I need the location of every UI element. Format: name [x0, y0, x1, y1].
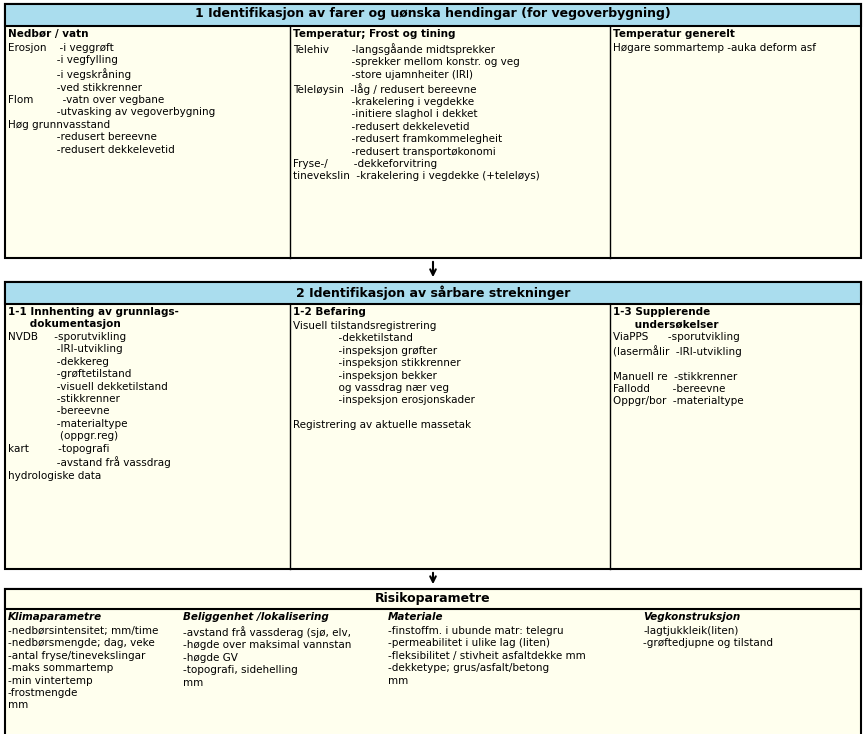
- Text: Risikoparametre: Risikoparametre: [375, 592, 491, 605]
- Bar: [5, 4, 861, 26]
- Text: Erosjon    -i veggrøft
               -i vegfylling
               -i vegskrånin: Erosjon -i veggrøft -i vegfylling -i veg…: [8, 43, 216, 155]
- Text: -lagtjukkleik(liten)
-grøftedjupne og tilstand: -lagtjukkleik(liten) -grøftedjupne og ti…: [643, 626, 773, 648]
- Text: ViaPPS      -sporutvikling
(lasermålir  -IRI-utvikling

Manuell re  -stikkrenner: ViaPPS -sporutvikling (lasermålir -IRI-u…: [613, 332, 744, 407]
- Bar: [5, 282, 861, 304]
- Bar: [5, 282, 861, 569]
- Text: Klimaparametre: Klimaparametre: [8, 612, 102, 622]
- Text: -avstand frå vassderag (sjø, elv,
-høgde over maksimal vannstan
-høgde GV
-topog: -avstand frå vassderag (sjø, elv, -høgde…: [183, 626, 352, 688]
- Text: -finstoffm. i ubunde matr: telegru
-permeabilitet i ulike lag (liten)
-fleksibil: -finstoffm. i ubunde matr: telegru -perm…: [388, 626, 585, 686]
- Text: Høgare sommartemp -auka deform asf: Høgare sommartemp -auka deform asf: [613, 43, 816, 53]
- Text: Nedbør / vatn: Nedbør / vatn: [8, 29, 88, 39]
- Text: 2 Identifikasjon av sårbare strekninger: 2 Identifikasjon av sårbare strekninger: [296, 285, 570, 299]
- Text: -nedbørsintensitet; mm/time
-nedbørsmengde; dag, veke
-antal fryse/tinevekslinga: -nedbørsintensitet; mm/time -nedbørsmeng…: [8, 626, 158, 711]
- Text: Temperatur; Frost og tining: Temperatur; Frost og tining: [293, 29, 456, 39]
- Text: NVDB     -sporutvikling
               -IRI-utvikling
               -dekkereg
 : NVDB -sporutvikling -IRI-utvikling -dekk…: [8, 332, 171, 481]
- Text: Visuell tilstandsregistrering
              -dekketilstand
              -inspek: Visuell tilstandsregistrering -dekketils…: [293, 321, 475, 430]
- Text: 1-3 Supplerende
      undersøkelser: 1-3 Supplerende undersøkelser: [613, 307, 719, 330]
- Text: 1 Identifikasjon av farer og uønska hendingar (for vegoverbygning): 1 Identifikasjon av farer og uønska hend…: [195, 7, 671, 20]
- Text: Temperatur generelt: Temperatur generelt: [613, 29, 735, 39]
- Text: Materiale: Materiale: [388, 612, 443, 622]
- Bar: [5, 589, 861, 609]
- Bar: [5, 589, 861, 734]
- Bar: [5, 4, 861, 258]
- Text: 1-1 Innhenting av grunnlags-
      dokumentasjon: 1-1 Innhenting av grunnlags- dokumentasj…: [8, 307, 179, 330]
- Text: Vegkonstruksjon: Vegkonstruksjon: [643, 612, 740, 622]
- Text: Beliggenhet /lokalisering: Beliggenhet /lokalisering: [183, 612, 329, 622]
- Text: 1-2 Befaring: 1-2 Befaring: [293, 307, 365, 317]
- Text: Telehiv       -langsgåande midtsprekker
                  -sprekker mellom konst: Telehiv -langsgåande midtsprekker -sprek…: [293, 43, 540, 181]
